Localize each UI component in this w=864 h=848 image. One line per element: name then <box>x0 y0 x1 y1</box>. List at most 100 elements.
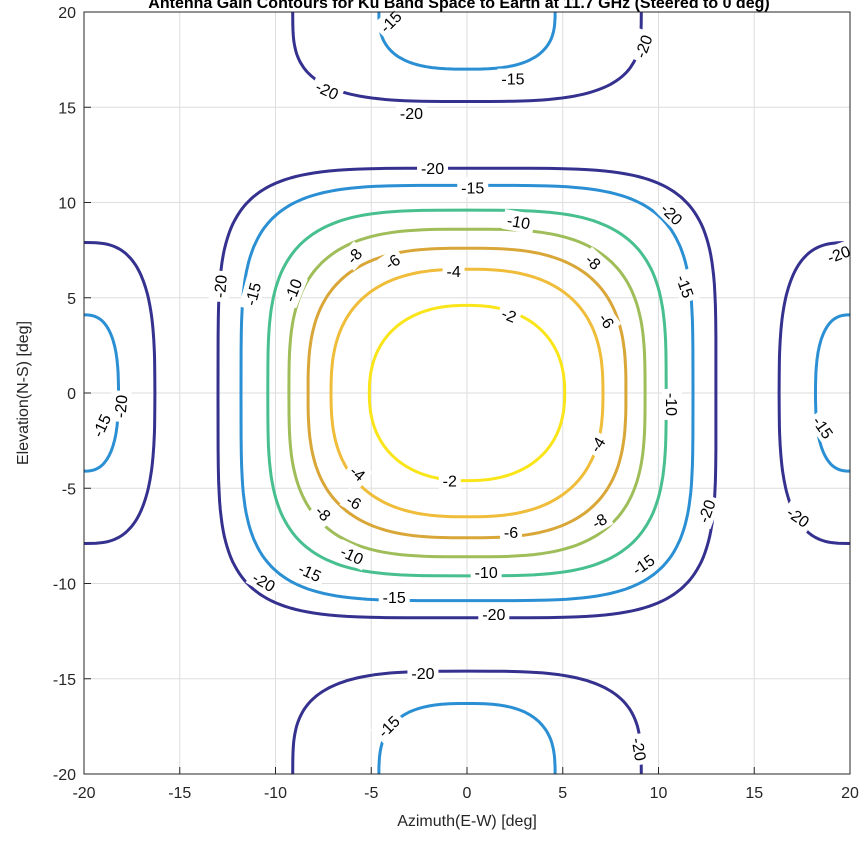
x-axis-label: Azimuth(E-W) [deg] <box>397 813 537 830</box>
contour-label-bg <box>438 470 461 491</box>
contour-label-text: -15 <box>501 72 524 89</box>
contour-label-text: -20 <box>482 607 505 624</box>
contour-label: -10 <box>661 388 682 420</box>
contour-label: -6 <box>500 522 523 543</box>
contour-label-text: -20 <box>400 106 423 123</box>
contour-label-bg <box>478 603 510 624</box>
contour-label-bg <box>238 276 267 312</box>
x-tick-label: 20 <box>841 785 859 802</box>
contour-label: -20 <box>245 565 283 599</box>
contour-label: -15 <box>497 68 529 89</box>
contour-label: -20 <box>109 390 132 423</box>
x-tick-label: -5 <box>364 785 378 802</box>
x-tick-label: -10 <box>264 785 287 802</box>
contour-label-bg <box>691 493 722 530</box>
contour-label: -8 <box>578 246 609 277</box>
contour-label-bg <box>578 246 609 277</box>
contour-line-minus8 <box>287 227 647 559</box>
contour-line-minus15 <box>377 702 557 774</box>
contour-label-text: -10 <box>662 393 679 416</box>
contour-line-minus20 <box>216 166 718 620</box>
x-tick-label: 5 <box>558 785 567 802</box>
contour-line-minus20 <box>291 669 643 774</box>
contour-label-bg <box>653 195 690 232</box>
contour-label: -15 <box>670 268 701 305</box>
contour-label: -2 <box>438 470 461 491</box>
axis-ticks: -20 -15 -10 -5 0 5 10 15 20 -20 -15 -10 -5 0 5 10 15 20 <box>53 5 859 802</box>
contour-label-bg <box>109 390 132 423</box>
contour-label-bg <box>584 506 614 535</box>
contour-label-bg <box>85 407 117 444</box>
contour-label-bg <box>370 708 407 745</box>
contour-line-minus15 <box>239 183 695 603</box>
contour-label-bg <box>245 565 283 599</box>
contour-label-bg <box>291 556 329 588</box>
contour-label-text: -20 <box>112 394 131 419</box>
contour-label-text: -20 <box>411 666 434 683</box>
y-tick-label: -5 <box>62 481 76 498</box>
contour-label: -15 <box>378 586 410 607</box>
y-tick-label: -15 <box>53 672 76 689</box>
contour-label-bg <box>339 240 369 271</box>
contour-label-text: -10 <box>506 213 532 234</box>
contour-label: -6 <box>377 247 408 277</box>
contour-label: -20 <box>691 493 722 530</box>
contour-label-bg <box>626 732 652 767</box>
contour-label-bg <box>592 305 622 336</box>
contour-label: -15 <box>624 547 662 582</box>
y-tick-label: 10 <box>58 196 76 213</box>
grid <box>83 11 851 775</box>
contour-label-bg <box>457 177 489 198</box>
contour-label: -2 <box>495 301 524 329</box>
contour-label-text: -20 <box>633 33 657 61</box>
contour-label-bg <box>417 158 449 179</box>
y-axis-label: Elevation(N-S) [deg] <box>15 321 32 465</box>
contour-label-bg <box>339 487 369 516</box>
contour-label-text: -15 <box>672 273 696 301</box>
y-tick-label: 20 <box>58 5 76 22</box>
contour-label: -20 <box>628 28 658 65</box>
contour-label-text: -2 <box>443 474 457 491</box>
contour-label-bg <box>372 3 409 40</box>
contour-label-bg <box>628 28 658 65</box>
x-tick-label: -15 <box>168 785 191 802</box>
contour-label-bg <box>670 268 701 305</box>
contour-label: -20 <box>820 239 857 269</box>
y-tick-label: 15 <box>58 100 76 117</box>
contour-label: -10 <box>277 272 308 309</box>
contour-label-bg <box>497 68 529 89</box>
contour-label: -10 <box>470 562 502 583</box>
contour-label: -15 <box>457 177 489 198</box>
contour-label: -20 <box>478 603 510 624</box>
contour-label-text: -4 <box>446 264 460 281</box>
contour-label-bg <box>661 388 682 420</box>
contour-label-bg <box>308 74 346 106</box>
contour-label: -20 <box>407 663 439 684</box>
contour-line-minus15 <box>84 313 120 473</box>
contour-label: -8 <box>339 240 369 271</box>
y-tick-label: -20 <box>53 767 76 784</box>
contour-label-text: -20 <box>696 498 720 526</box>
contour-label-bg <box>501 209 536 235</box>
contour-label-bg <box>582 429 612 460</box>
contour-label: -20 <box>417 158 449 179</box>
x-tick-label: 15 <box>745 785 763 802</box>
contour-line-minus10 <box>266 208 668 578</box>
contour-label: -8 <box>308 498 339 528</box>
contour-label: -20 <box>626 732 652 767</box>
contour-line-minus6 <box>306 246 628 540</box>
contour-line-minus20 <box>291 12 643 103</box>
contour-line-minus15 <box>814 313 850 473</box>
contour-label-bg <box>500 522 523 543</box>
x-tick-label: -20 <box>72 785 95 802</box>
contour-label: -6 <box>339 487 369 516</box>
x-tick-label: 0 <box>463 785 472 802</box>
contour-label-text: -15 <box>461 180 484 197</box>
y-tick-label: 0 <box>67 386 76 403</box>
contour-label-bg <box>806 408 841 446</box>
contour-label-text: -20 <box>627 737 648 763</box>
contour-labels: -2-2-4-4-4-6-6-6-6-8 -8-8 -8-10-10-10-10-1… <box>85 3 857 767</box>
contour-label-bg <box>342 458 373 488</box>
contour-label: -15 <box>806 408 841 446</box>
